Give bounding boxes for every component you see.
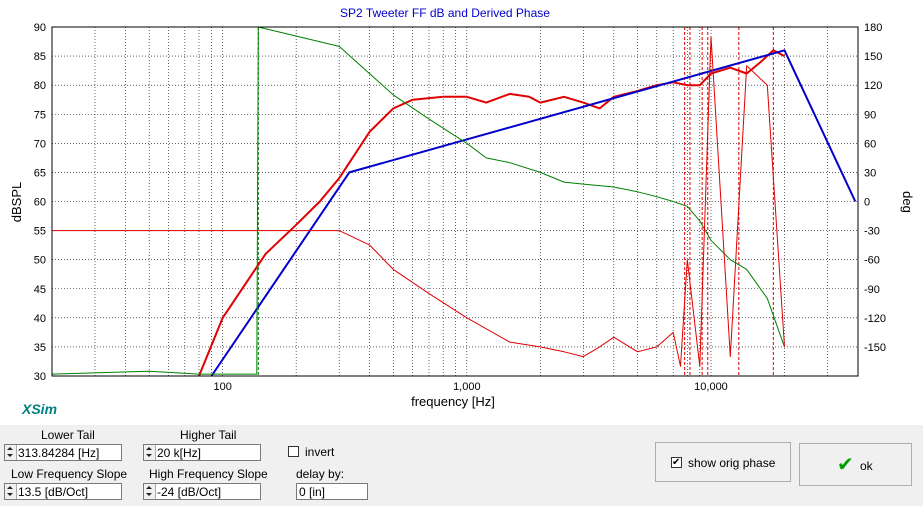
y-tick-label: 80 xyxy=(34,80,46,92)
plot-frame xyxy=(51,26,859,377)
y-tick-label: 65 xyxy=(34,167,46,179)
y2-tick-label: 60 xyxy=(864,138,876,150)
y-tick-label: 70 xyxy=(34,138,46,150)
y2-tick-label: -120 xyxy=(864,313,886,325)
x-tick-label: 1,000 xyxy=(453,381,481,393)
tick-labels: 30 35 40 45 50 55 60 65 70 75 80 85 90 180 150 120 90 60 3… xyxy=(34,22,886,393)
invert-checkbox[interactable] xyxy=(288,446,299,457)
y-tick-label: 45 xyxy=(34,284,46,296)
higher-tail-label: Higher Tail xyxy=(180,428,237,442)
lower-tail-label: Lower Tail xyxy=(41,428,95,442)
y2-tick-label: 120 xyxy=(864,80,882,92)
y2-tick-label: 0 xyxy=(864,197,870,209)
x-axis-label: frequency [Hz] xyxy=(411,394,495,409)
high-slope-label: High Frequency Slope xyxy=(149,467,268,481)
y-tick-label: 30 xyxy=(34,371,46,383)
ok-button[interactable]: ✔ ok xyxy=(799,443,912,486)
y2-tick-label: -30 xyxy=(864,226,880,238)
lower-tail-input[interactable]: 313.84284 [Hz] xyxy=(4,444,122,461)
y-tick-label: 90 xyxy=(34,22,46,34)
delay-input[interactable]: 0 [in] xyxy=(296,483,368,500)
plot-area: 30 35 40 45 50 55 60 65 70 75 80 85 90 180 150 120 90 60 3… xyxy=(0,0,923,425)
y-tick-label: 55 xyxy=(34,226,46,238)
chart-title: SP2 Tweeter FF dB and Derived Phase xyxy=(340,6,550,20)
invert-label: invert xyxy=(305,445,335,459)
y-tick-label: 60 xyxy=(34,197,46,209)
grid xyxy=(51,26,859,377)
low-slope-input[interactable]: 13.5 [dB/Oct] xyxy=(4,483,122,500)
checkmark-icon: ✔ xyxy=(672,457,681,468)
y2-tick-label: 30 xyxy=(864,167,876,179)
higher-tail-value: 20 k[Hz] xyxy=(157,446,202,460)
series-phase-original xyxy=(52,36,785,367)
ok-label: ok xyxy=(860,459,873,473)
spin-arrows-icon[interactable] xyxy=(144,484,156,499)
y-axis-label: dBSPL xyxy=(9,182,24,222)
y2-tick-label: -90 xyxy=(864,284,880,296)
low-slope-value: 13.5 [dB/Oct] xyxy=(18,485,89,499)
y2-tick-label: -150 xyxy=(864,342,886,354)
y-tick-label: 35 xyxy=(34,342,46,354)
show-orig-phase-label: show orig phase xyxy=(688,456,776,470)
delay-value: 0 [in] xyxy=(299,485,326,499)
series-spl-target xyxy=(210,49,857,377)
y-tick-label: 75 xyxy=(34,109,46,121)
spin-arrows-icon[interactable] xyxy=(5,445,17,460)
show-orig-phase-checkbox[interactable]: ✔ xyxy=(671,457,682,468)
higher-tail-input[interactable]: 20 k[Hz] xyxy=(143,444,261,461)
y2-tick-label: 150 xyxy=(864,51,882,63)
vertical-markers xyxy=(257,27,774,376)
y2-tick-label: 180 xyxy=(864,22,882,34)
spin-arrows-icon[interactable] xyxy=(144,445,156,460)
series-phase-derived xyxy=(51,26,785,375)
spin-arrows-icon[interactable] xyxy=(5,484,17,499)
y2-tick-label: -60 xyxy=(864,255,880,267)
y-tick-label: 50 xyxy=(34,255,46,267)
show-orig-phase-button[interactable]: ✔ show orig phase xyxy=(655,442,791,482)
low-slope-label: Low Frequency Slope xyxy=(11,467,128,481)
y-tick-label: 40 xyxy=(34,313,46,325)
high-slope-value: -24 [dB/Oct] xyxy=(157,485,222,499)
y-tick-label: 85 xyxy=(34,51,46,63)
series-spl-measured xyxy=(198,49,785,377)
high-slope-input[interactable]: -24 [dB/Oct] xyxy=(143,483,261,500)
x-tick-label: 10,000 xyxy=(694,381,728,393)
x-tick-label: 100 xyxy=(213,381,231,393)
check-icon: ✔ xyxy=(837,452,854,476)
chart: 30 35 40 45 50 55 60 65 70 75 80 85 90 180 150 120 90 60 3… xyxy=(9,6,915,417)
delay-label: delay by: xyxy=(296,467,345,481)
lower-tail-value: 313.84284 [Hz] xyxy=(18,446,100,460)
xsim-logo: XSim xyxy=(21,401,57,417)
y2-axis-label: deg xyxy=(900,191,915,213)
y2-tick-label: 90 xyxy=(864,109,876,121)
